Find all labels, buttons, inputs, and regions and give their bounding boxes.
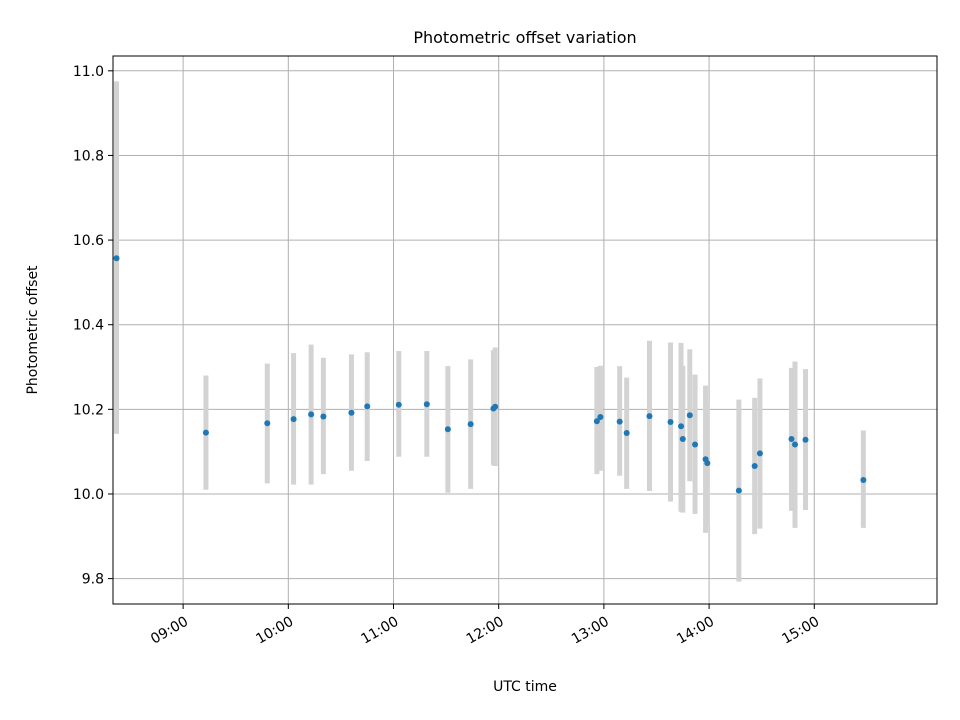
y-tick-label: 10.4	[73, 318, 104, 334]
data-point	[751, 463, 758, 470]
y-tick-label: 10.6	[73, 233, 104, 249]
y-tick-label: 9.8	[82, 572, 104, 588]
data-point	[395, 401, 402, 408]
data-point	[264, 420, 271, 427]
x-axis-label: UTC time	[493, 679, 557, 695]
data-point	[756, 450, 763, 457]
data-point	[423, 401, 430, 408]
y-tick-label: 10.2	[73, 402, 104, 418]
data-point	[735, 487, 742, 494]
data-point	[788, 435, 795, 442]
data-point	[593, 418, 600, 425]
grid-lines	[113, 56, 937, 604]
data-point	[492, 403, 499, 410]
data-points	[113, 255, 867, 494]
data-point	[444, 426, 451, 433]
data-point	[678, 423, 685, 430]
data-point	[616, 418, 623, 425]
data-point	[692, 441, 699, 448]
data-point	[704, 460, 711, 467]
data-point	[202, 429, 209, 436]
data-point	[623, 430, 630, 437]
data-point	[802, 436, 809, 443]
chart-title: Photometric offset variation	[413, 28, 636, 47]
data-point	[308, 411, 315, 418]
data-point	[597, 413, 604, 420]
data-point	[686, 412, 693, 419]
y-tick-label: 10.0	[73, 487, 104, 503]
data-point	[113, 255, 120, 262]
data-point	[679, 435, 686, 442]
data-point	[364, 403, 371, 410]
data-point	[646, 413, 653, 420]
data-point	[667, 419, 674, 426]
data-point	[860, 477, 867, 484]
data-point	[791, 441, 798, 448]
y-tick-label: 10.8	[73, 148, 104, 164]
y-tick-label: 11.0	[73, 64, 104, 80]
data-point	[320, 413, 327, 420]
data-point	[467, 421, 474, 428]
data-point	[290, 416, 297, 423]
y-axis-label: Photometric offset	[25, 265, 41, 395]
data-point	[348, 409, 355, 416]
plot-frame	[112, 55, 938, 605]
